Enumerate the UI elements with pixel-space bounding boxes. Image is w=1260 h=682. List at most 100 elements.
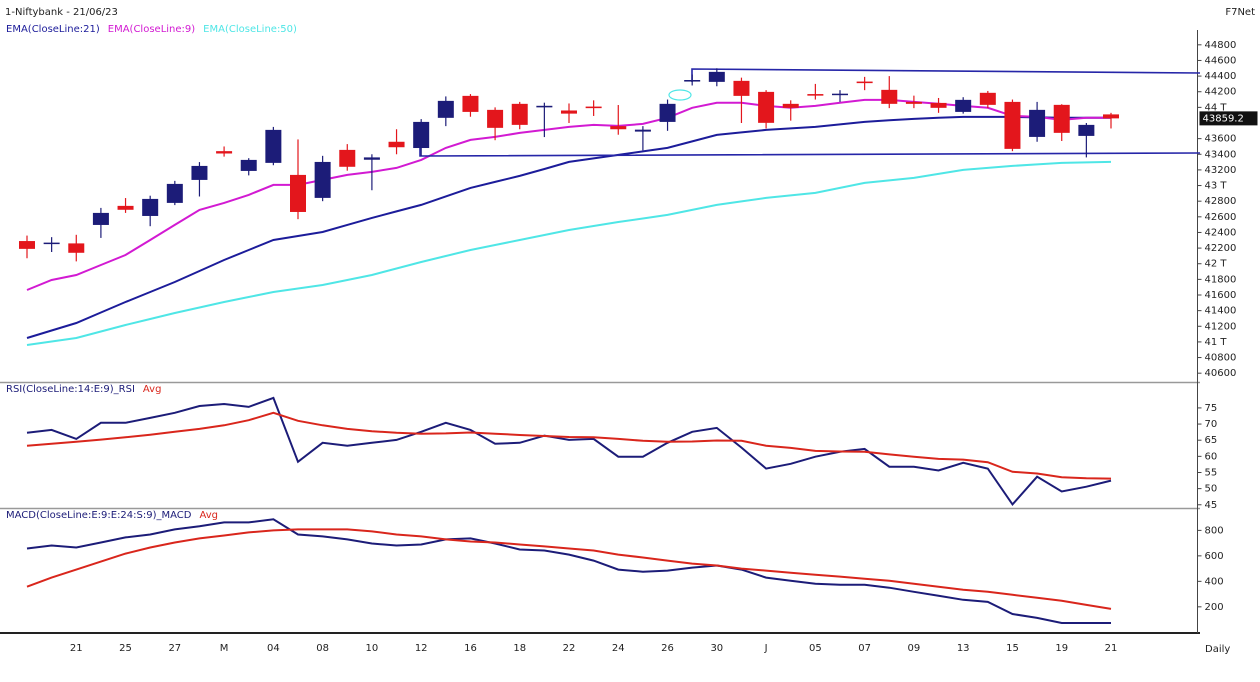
candle-body bbox=[511, 103, 528, 125]
y-tick-label: 800 bbox=[1205, 525, 1224, 536]
y-tick-label: 200 bbox=[1205, 602, 1224, 613]
legend-entry: Avg bbox=[143, 384, 162, 395]
y-tick-label: 40800 bbox=[1205, 353, 1237, 364]
candle-body bbox=[585, 106, 602, 109]
candle-body bbox=[1004, 101, 1021, 149]
x-tick-label: J bbox=[764, 643, 768, 654]
y-tick-label: 600 bbox=[1205, 551, 1224, 562]
legend-entry: RSI(CloseLine:14:E:9)_RSI bbox=[6, 384, 135, 395]
x-tick-label: 10 bbox=[366, 643, 379, 654]
highlight-ellipse bbox=[668, 89, 692, 101]
y-tick-label: 44600 bbox=[1205, 55, 1237, 66]
candle-body bbox=[561, 110, 577, 114]
x-axis-label: Daily bbox=[1205, 644, 1230, 655]
y-tick-label: 65 bbox=[1205, 435, 1218, 446]
x-tick-label: 26 bbox=[661, 643, 674, 654]
x-tick-label: 24 bbox=[612, 643, 625, 654]
x-tick-label: 12 bbox=[415, 643, 428, 654]
candle-body bbox=[1029, 109, 1046, 137]
series-line bbox=[26, 528, 1112, 610]
candle-body bbox=[265, 129, 282, 163]
candle-body bbox=[191, 165, 208, 180]
chart-title: 1-Niftybank - 21/06/23 bbox=[5, 7, 118, 18]
y-tick-label: 40600 bbox=[1205, 368, 1237, 379]
candle-body bbox=[634, 129, 651, 132]
candle-body bbox=[92, 212, 109, 225]
y-tick-label: 70 bbox=[1205, 419, 1218, 430]
x-tick-label: 30 bbox=[710, 643, 723, 654]
candle-body bbox=[314, 161, 331, 198]
candle-body bbox=[413, 121, 430, 149]
last-price-box bbox=[1199, 111, 1258, 126]
series-line bbox=[26, 518, 1111, 624]
y-tick-label: 42 T bbox=[1205, 259, 1228, 270]
y-tick-label: 60 bbox=[1205, 451, 1218, 462]
y-tick-label: 42400 bbox=[1205, 227, 1237, 238]
legend-entry: EMA(CloseLine:21) bbox=[6, 24, 100, 35]
candle-body bbox=[610, 126, 627, 130]
candle-body bbox=[487, 109, 504, 128]
y-tick-label: 55 bbox=[1205, 467, 1218, 478]
x-tick-label: 25 bbox=[119, 643, 132, 654]
source-label: F7Net bbox=[1225, 7, 1255, 18]
candle-body bbox=[536, 105, 553, 108]
x-tick-label: M bbox=[220, 643, 229, 654]
x-tick-label: 09 bbox=[908, 643, 921, 654]
x-tick-label: 21 bbox=[70, 643, 83, 654]
candle-body bbox=[240, 159, 257, 171]
x-tick-label: 21 bbox=[1105, 643, 1118, 654]
candle-body bbox=[1053, 104, 1070, 133]
candle-body bbox=[19, 241, 35, 249]
y-tick-label: 41600 bbox=[1205, 290, 1237, 301]
candle-body bbox=[1103, 114, 1119, 119]
y-tick-label: 42800 bbox=[1205, 196, 1237, 207]
y-tick-label: 42600 bbox=[1205, 212, 1237, 223]
series-line bbox=[26, 411, 1112, 480]
y-tick-label: 43600 bbox=[1205, 134, 1237, 145]
series-line bbox=[26, 98, 1111, 291]
y-tick-label: 41800 bbox=[1205, 274, 1237, 285]
candle-body bbox=[807, 94, 824, 96]
candle-body bbox=[43, 242, 60, 245]
x-tick-label: 16 bbox=[464, 643, 477, 654]
y-tick-label: 41 T bbox=[1205, 337, 1228, 348]
candle-body bbox=[363, 157, 380, 160]
y-tick-label: 44200 bbox=[1205, 87, 1237, 98]
last-price-label: 43859.2 bbox=[1203, 113, 1244, 124]
legend-entry: EMA(CloseLine:9) bbox=[108, 24, 196, 35]
candle-body bbox=[68, 243, 85, 253]
x-tick-label: 05 bbox=[809, 643, 822, 654]
x-tick-label: 18 bbox=[513, 643, 526, 654]
x-tick-label: 13 bbox=[957, 643, 970, 654]
y-tick-label: 50 bbox=[1205, 484, 1218, 495]
candle-body bbox=[437, 100, 454, 118]
y-tick-label: 41200 bbox=[1205, 321, 1237, 332]
candle-body bbox=[955, 99, 972, 112]
candle-body bbox=[659, 103, 676, 122]
candle-body bbox=[733, 80, 750, 96]
candle-body bbox=[856, 81, 873, 84]
y-tick-label: 44 T bbox=[1205, 102, 1228, 113]
series-line bbox=[26, 115, 1111, 339]
y-tick-label: 43200 bbox=[1205, 165, 1237, 176]
y-tick-label: 43 T bbox=[1205, 181, 1228, 192]
x-tick-label: 04 bbox=[267, 643, 280, 654]
y-tick-label: 42200 bbox=[1205, 243, 1237, 254]
series-line bbox=[26, 396, 1112, 507]
candle-body bbox=[166, 183, 183, 203]
x-tick-label: 15 bbox=[1006, 643, 1019, 654]
candle-body bbox=[979, 92, 996, 105]
x-tick-label: 19 bbox=[1055, 643, 1068, 654]
candle-body bbox=[462, 95, 479, 112]
y-tick-label: 43400 bbox=[1205, 149, 1237, 160]
candle-body bbox=[708, 71, 725, 82]
y-tick-label: 41400 bbox=[1205, 306, 1237, 317]
x-tick-label: 07 bbox=[858, 643, 871, 654]
candle-body bbox=[930, 102, 947, 108]
x-tick-label: 27 bbox=[168, 643, 181, 654]
candle-body bbox=[290, 174, 306, 212]
